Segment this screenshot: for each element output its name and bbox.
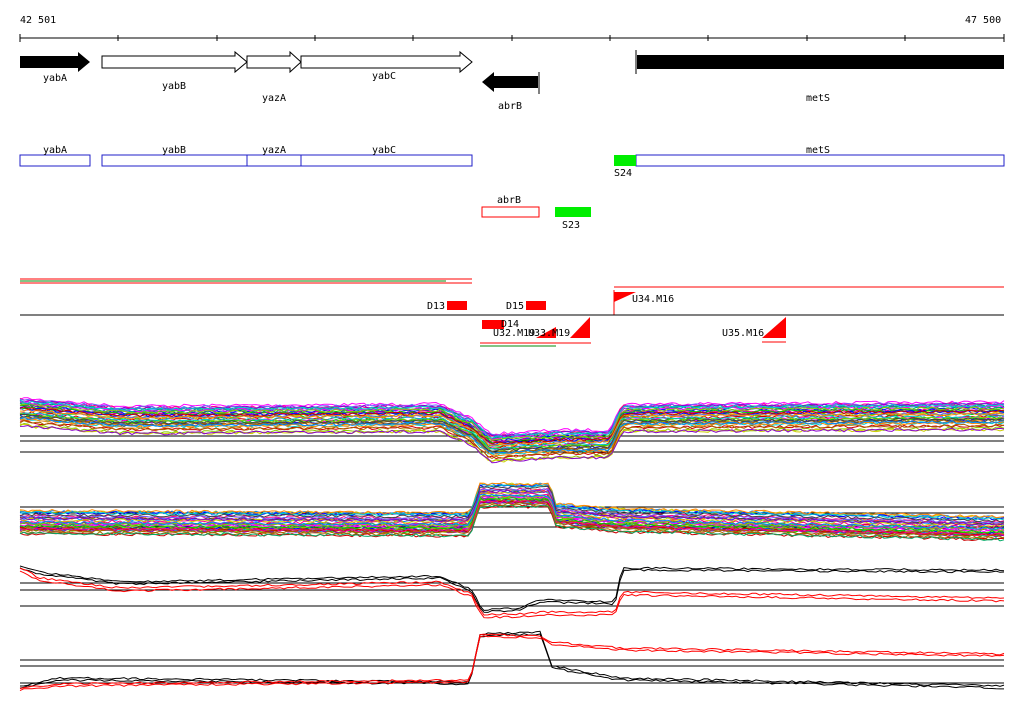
gene-arrow-abrB[interactable] <box>482 72 538 92</box>
annot-box-metS[interactable] <box>635 154 1005 167</box>
feature-U35M16[interactable] <box>762 317 786 338</box>
gene-label-yabB: yabB <box>162 81 186 92</box>
annot-box-yazA[interactable] <box>246 154 302 167</box>
profile-trace <box>19 424 1005 464</box>
profile-trace <box>20 408 1005 447</box>
expression-panels <box>19 397 1005 692</box>
profile-trace <box>19 490 1005 527</box>
feature-U33M19[interactable] <box>570 317 590 338</box>
profile-trace <box>19 487 1005 524</box>
feature-label-U33M19: U33.M19 <box>528 328 570 339</box>
profile-trace <box>19 400 1005 438</box>
ruler: 42 501 47 500 <box>19 15 1005 42</box>
profile-trace <box>19 422 1005 462</box>
annot-box-yabA[interactable] <box>19 154 91 167</box>
feature-label-D13: D13 <box>427 301 445 312</box>
gene-arrow-yabA[interactable] <box>20 52 90 72</box>
profile-trace <box>19 565 1005 611</box>
feature-label-D15: D15 <box>506 301 524 312</box>
profile-trace <box>19 489 1005 526</box>
gene-label-abrB: abrB <box>498 101 522 112</box>
profile-trace <box>19 399 1005 439</box>
ruler-end-label: 47 500 <box>965 15 1001 26</box>
profile-trace <box>19 403 1005 441</box>
profile-trace <box>19 413 1005 452</box>
annot-label-metS: metS <box>806 145 830 156</box>
annot-box-abrB[interactable] <box>481 206 540 218</box>
profile-trace <box>19 502 1005 539</box>
profile-trace <box>19 406 1005 445</box>
segment-S23[interactable] <box>555 207 591 217</box>
gene-arrow-yabC[interactable] <box>300 50 473 74</box>
feature-D15[interactable] <box>526 301 546 310</box>
profile-trace <box>19 635 1005 692</box>
profile-trace <box>19 633 1005 690</box>
annot-label-yabB: yabB <box>162 145 186 156</box>
gene-label-yabC: yabC <box>372 71 396 82</box>
feature-label-D14: D14 <box>501 319 519 330</box>
annotation-track: yabA yabB yazA yabC metS S24 abrB S23 <box>19 145 1005 231</box>
ruler-start-label: 42 501 <box>20 15 56 26</box>
segment-label-S24: S24 <box>614 168 632 179</box>
segment-S24[interactable] <box>614 155 636 166</box>
gene-label-yazA: yazA <box>262 93 286 104</box>
segment-label-S23: S23 <box>562 220 580 231</box>
annot-box-yabB[interactable] <box>101 154 248 167</box>
profile-trace <box>19 630 1005 687</box>
feature-label-U32M19: U32.M19 <box>493 328 535 339</box>
annot-label-yazA: yazA <box>262 145 286 156</box>
annot-box-yabC[interactable] <box>300 154 473 167</box>
gene-label-metS: metS <box>806 93 830 104</box>
feature-track: D13 D15 D14 U34.M16 U32.M19 U33.M19 U35.… <box>20 278 1004 347</box>
profile-trace <box>19 485 1005 523</box>
profile-trace <box>19 496 1005 534</box>
profile-trace <box>19 416 1005 454</box>
profile-trace <box>19 499 1005 537</box>
profile-trace <box>20 484 1005 521</box>
feature-D14[interactable] <box>482 320 504 329</box>
feature-label-U34M16: U34.M16 <box>632 294 674 305</box>
profile-trace <box>19 419 1005 460</box>
annot-label-yabA: yabA <box>43 145 67 156</box>
profile-trace <box>19 567 1005 613</box>
profile-trace <box>19 420 1005 459</box>
gene-track: yabA yabB yazA yabC abrB metS <box>20 50 1004 112</box>
annot-label-yabC: yabC <box>372 145 396 156</box>
profile-trace <box>19 481 1005 519</box>
profile-trace <box>19 500 1005 538</box>
profile-trace <box>19 567 1005 616</box>
feature-U34M16[interactable] <box>614 292 636 302</box>
profile-trace <box>19 493 1005 530</box>
gene-arrow-yazA[interactable] <box>246 50 302 74</box>
profile-trace <box>19 570 1005 619</box>
gene-arrow-yabB[interactable] <box>101 50 248 74</box>
gene-arrow-metS[interactable] <box>637 55 1004 69</box>
gene-label-yabA: yabA <box>43 73 67 84</box>
feature-label-U35M16: U35.M16 <box>722 328 764 339</box>
profile-trace <box>19 633 1004 690</box>
feature-D13[interactable] <box>447 301 467 310</box>
feature-U32M19[interactable] <box>536 327 556 338</box>
annot-label-abrB: abrB <box>497 195 521 206</box>
